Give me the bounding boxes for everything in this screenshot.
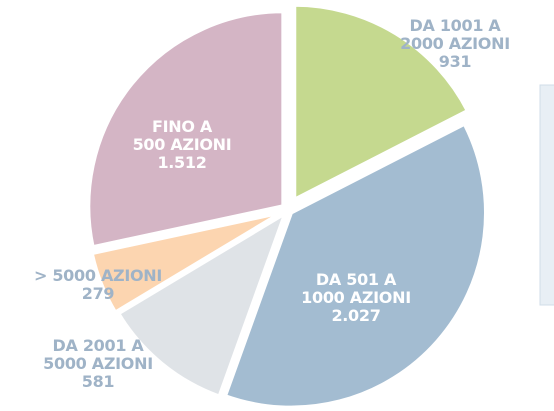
slice-label: DA 2001 A 5000 AZIONI 581	[8, 337, 188, 391]
legend-box	[539, 84, 554, 306]
pie-slice	[89, 210, 285, 315]
value-label: 1.512	[157, 153, 207, 172]
value-label: 279	[81, 284, 115, 303]
slice-label: FINO A 500 AZIONI 1.512	[112, 118, 252, 172]
value-label: 931	[438, 52, 472, 71]
value-label: 2.027	[331, 306, 381, 325]
slice-label: > 5000 AZIONI 279	[8, 267, 188, 303]
category-label: DA 1001 A 2000 AZIONI	[400, 16, 510, 53]
category-label: > 5000 AZIONI	[33, 266, 163, 285]
value-label: 581	[81, 372, 115, 391]
category-label: DA 2001 A 5000 AZIONI	[43, 336, 153, 373]
pie-slice	[222, 121, 488, 410]
slice-label: DA 1001 A 2000 AZIONI 931	[365, 17, 545, 71]
pie-slice	[292, 2, 470, 202]
category-label: DA 501 A 1000 AZIONI	[301, 270, 411, 307]
slice-label: DA 501 A 1000 AZIONI 2.027	[276, 271, 436, 325]
category-label: FINO A 500 AZIONI	[132, 117, 232, 154]
pie-slice	[86, 9, 286, 250]
pie-slice	[116, 211, 288, 399]
